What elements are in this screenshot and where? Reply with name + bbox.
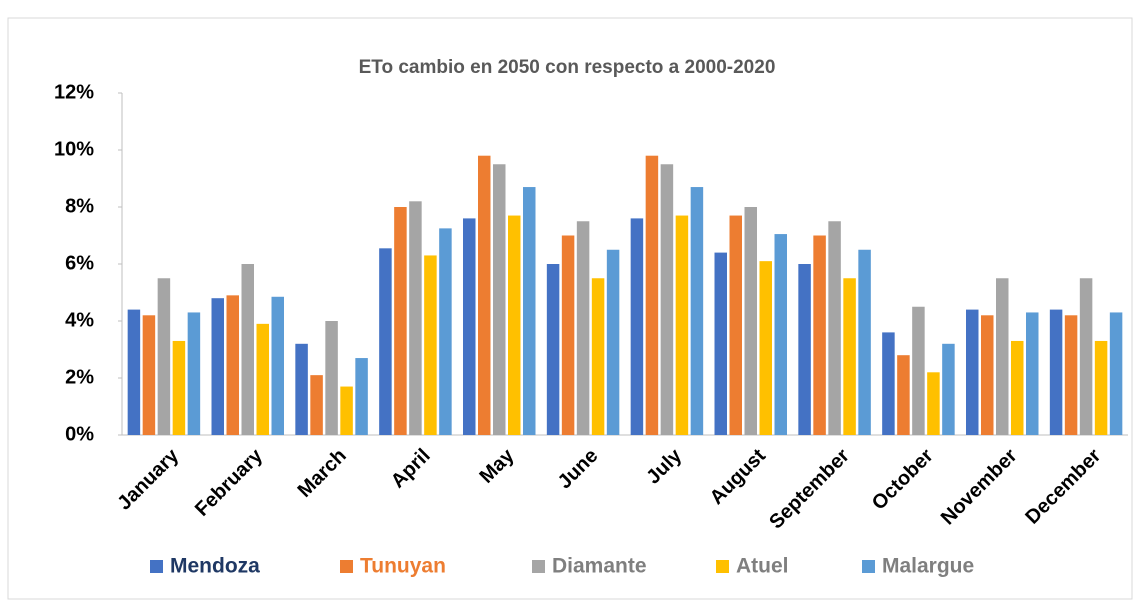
y-tick-label: 10% [54, 138, 94, 160]
bar [798, 264, 811, 435]
bar [508, 215, 521, 435]
bar [142, 315, 156, 435]
bar [409, 201, 422, 435]
bar [424, 255, 437, 435]
bar [744, 207, 757, 435]
bar [187, 312, 201, 435]
bar [325, 321, 338, 435]
bar [1049, 309, 1063, 435]
bar [912, 306, 925, 435]
y-tick-label: 2% [65, 366, 94, 388]
bar [576, 221, 590, 435]
bar [606, 249, 620, 435]
bar [463, 218, 476, 435]
bar [394, 207, 407, 435]
bar [591, 278, 605, 435]
bar [645, 155, 659, 435]
legend-label: Atuel [736, 555, 789, 578]
bar [439, 228, 452, 435]
chart-title: ETo cambio en 2050 con respecto a 2000-2… [359, 57, 776, 78]
bar [759, 261, 772, 435]
bar [226, 295, 239, 435]
bar [981, 315, 994, 435]
bar [1079, 278, 1093, 435]
bar [858, 249, 871, 435]
bar [843, 278, 856, 435]
bar [271, 296, 284, 435]
legend-swatch [716, 560, 729, 573]
bar [561, 235, 575, 435]
bar [966, 309, 979, 435]
bar [523, 187, 536, 435]
bar [942, 343, 955, 435]
bar [241, 264, 254, 435]
bar [660, 164, 674, 435]
bar [1026, 312, 1039, 435]
legend-label: Mendoza [170, 555, 260, 578]
legend-label: Malargue [882, 555, 974, 578]
legend-label: Tunuyan [360, 555, 446, 578]
bar [996, 278, 1009, 435]
bar [295, 343, 308, 435]
bar [211, 298, 224, 435]
bar [1109, 312, 1123, 435]
bar [355, 358, 368, 435]
bar [1064, 315, 1078, 435]
bar [927, 372, 940, 435]
bar [157, 278, 171, 435]
bar [546, 264, 560, 435]
y-tick-label: 4% [65, 309, 94, 331]
bar [1011, 340, 1024, 435]
legend-swatch [532, 560, 545, 573]
bar [897, 355, 910, 435]
legend-swatch [340, 560, 353, 573]
legend-swatch [150, 560, 163, 573]
bar [630, 218, 644, 435]
y-tick-label: 8% [65, 195, 94, 217]
y-tick-label: 6% [65, 252, 94, 274]
bar [714, 252, 727, 435]
y-tick-label: 0% [65, 423, 94, 445]
bar [256, 323, 269, 435]
bar [310, 375, 323, 435]
legend-swatch [862, 560, 875, 573]
bar [774, 234, 787, 435]
bar [729, 215, 742, 435]
bar [340, 386, 353, 435]
bar [828, 221, 841, 435]
bar [493, 164, 506, 435]
bar [882, 332, 895, 435]
bar [478, 155, 491, 435]
bar [1094, 340, 1108, 435]
bar [379, 248, 392, 435]
y-tick-label: 12% [54, 81, 94, 103]
bar [690, 187, 704, 435]
legend-label: Diamante [552, 555, 647, 578]
bar [127, 309, 141, 435]
bar [675, 215, 689, 435]
bar [172, 340, 186, 435]
bar [813, 235, 826, 435]
